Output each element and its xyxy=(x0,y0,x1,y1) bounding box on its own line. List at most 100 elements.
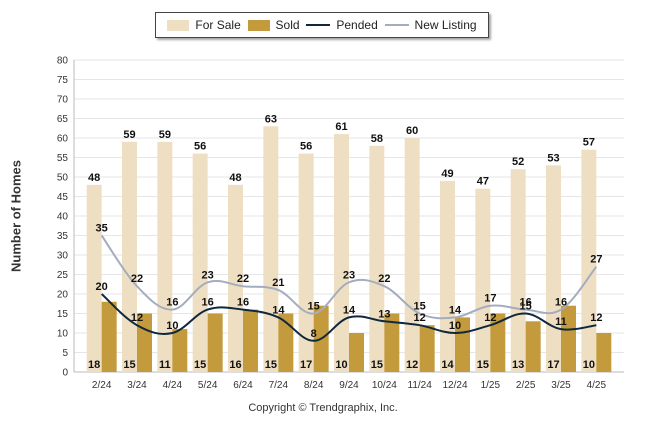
y-tick-label: 50 xyxy=(57,173,69,184)
y-tick-label: 75 xyxy=(57,75,69,86)
bar-for-sale xyxy=(157,141,173,372)
data-label-pended: 10 xyxy=(166,320,178,332)
y-tick-label: 10 xyxy=(57,329,69,340)
x-tick-label: 4/25 xyxy=(587,380,607,391)
data-label-for-sale: 59 xyxy=(159,129,171,141)
data-label-pended: 12 xyxy=(484,312,496,324)
bar-sold xyxy=(172,329,188,372)
y-tick-label: 80 xyxy=(57,56,69,67)
y-tick-label: 40 xyxy=(57,212,69,223)
legend-item-sold: Sold xyxy=(247,18,300,32)
data-label-sold: 15 xyxy=(194,359,206,371)
x-tick-label: 2/24 xyxy=(92,380,112,391)
bar-sold xyxy=(525,321,541,372)
data-label-new-listing: 15 xyxy=(308,301,320,313)
data-label-pended: 12 xyxy=(414,312,426,324)
bar-sold xyxy=(278,313,294,372)
legend-label-sold: Sold xyxy=(275,18,300,32)
bar-sold xyxy=(384,313,400,372)
x-tick-label: 3/25 xyxy=(551,380,571,391)
data-label-for-sale: 47 xyxy=(477,176,489,188)
data-label-sold: 15 xyxy=(477,359,489,371)
x-tick-label: 10/24 xyxy=(372,380,397,391)
bar-sold xyxy=(490,313,506,372)
data-label-new-listing: 22 xyxy=(378,273,390,285)
bar-for-sale xyxy=(263,126,279,372)
data-label-for-sale: 56 xyxy=(300,141,312,153)
x-tick-label: 3/24 xyxy=(127,380,147,391)
data-label-pended: 15 xyxy=(520,301,532,313)
x-tick-label: 4/24 xyxy=(163,380,183,391)
data-label-pended: 16 xyxy=(202,297,214,309)
data-label-for-sale: 52 xyxy=(512,156,524,168)
x-tick-label: 6/24 xyxy=(233,380,253,391)
x-tick-label: 11/24 xyxy=(408,380,433,391)
data-label-new-listing: 35 xyxy=(96,223,108,235)
copyright-text: Copyright © Trendgraphix, Inc. xyxy=(248,402,398,414)
bar-for-sale xyxy=(228,184,243,372)
y-tick-label: 20 xyxy=(57,290,69,301)
data-label-for-sale: 53 xyxy=(547,152,559,164)
bar-for-sale xyxy=(475,188,491,372)
legend-swatch-new-listing xyxy=(384,24,409,26)
data-label-sold: 13 xyxy=(512,359,524,371)
data-label-new-listing: 23 xyxy=(343,269,355,281)
bar-for-sale xyxy=(546,165,561,372)
data-label-sold: 10 xyxy=(335,359,347,371)
data-label-new-listing: 27 xyxy=(590,254,602,266)
data-label-new-listing: 16 xyxy=(166,297,178,309)
data-label-sold: 17 xyxy=(300,359,312,371)
data-label-pended: 14 xyxy=(343,304,356,316)
legend-swatch-pended xyxy=(306,24,331,26)
x-tick-label: 7/24 xyxy=(269,380,289,391)
legend-item-for-sale: For Sale xyxy=(167,18,241,32)
data-label-sold: 15 xyxy=(371,359,383,371)
bar-sold xyxy=(596,333,612,372)
x-tick-label: 2/25 xyxy=(516,380,536,391)
bar-for-sale xyxy=(122,141,137,372)
line-new-listing xyxy=(100,234,598,320)
y-tick-label: 0 xyxy=(62,368,68,379)
data-label-sold: 15 xyxy=(123,359,135,371)
x-tick-label: 5/24 xyxy=(198,380,218,391)
data-label-for-sale: 60 xyxy=(406,125,418,137)
data-label-for-sale: 49 xyxy=(441,168,453,180)
data-label-for-sale: 59 xyxy=(123,129,135,141)
y-tick-label: 35 xyxy=(57,231,69,242)
data-label-new-listing: 16 xyxy=(520,297,532,309)
y-tick-label: 30 xyxy=(57,251,69,262)
legend-label-pended: Pended xyxy=(336,18,378,32)
y-tick-label: 65 xyxy=(57,114,69,125)
data-label-sold: 14 xyxy=(441,359,454,371)
y-tick-label: 45 xyxy=(57,192,69,203)
data-label-new-listing: 22 xyxy=(237,273,249,285)
data-label-pended: 12 xyxy=(590,312,602,324)
y-tick-label: 5 xyxy=(62,348,68,359)
data-label-new-listing: 16 xyxy=(555,297,567,309)
data-label-new-listing: 22 xyxy=(131,273,143,285)
data-label-sold: 16 xyxy=(229,359,241,371)
data-label-new-listing: 23 xyxy=(202,269,214,281)
data-label-for-sale: 58 xyxy=(371,133,383,145)
data-label-pended: 13 xyxy=(378,308,390,320)
x-tick-label: 1/25 xyxy=(481,380,501,391)
data-label-pended: 12 xyxy=(131,312,143,324)
data-label-for-sale: 61 xyxy=(335,121,347,133)
legend-item-pended: Pended xyxy=(306,18,378,32)
bar-for-sale xyxy=(369,145,385,372)
bar-for-sale xyxy=(86,184,102,372)
data-label-pended: 20 xyxy=(96,281,108,293)
bar-sold xyxy=(419,325,435,372)
data-label-new-listing: 21 xyxy=(272,277,284,289)
data-label-new-listing: 17 xyxy=(484,293,496,305)
bar-for-sale xyxy=(404,138,420,372)
data-label-for-sale: 48 xyxy=(88,172,100,184)
bar-for-sale xyxy=(192,153,208,372)
data-label-sold: 10 xyxy=(583,359,595,371)
bar-for-sale xyxy=(440,180,455,372)
data-label-sold: 18 xyxy=(88,359,100,371)
data-label-pended: 16 xyxy=(237,297,249,309)
legend-label-for-sale: For Sale xyxy=(195,18,241,32)
